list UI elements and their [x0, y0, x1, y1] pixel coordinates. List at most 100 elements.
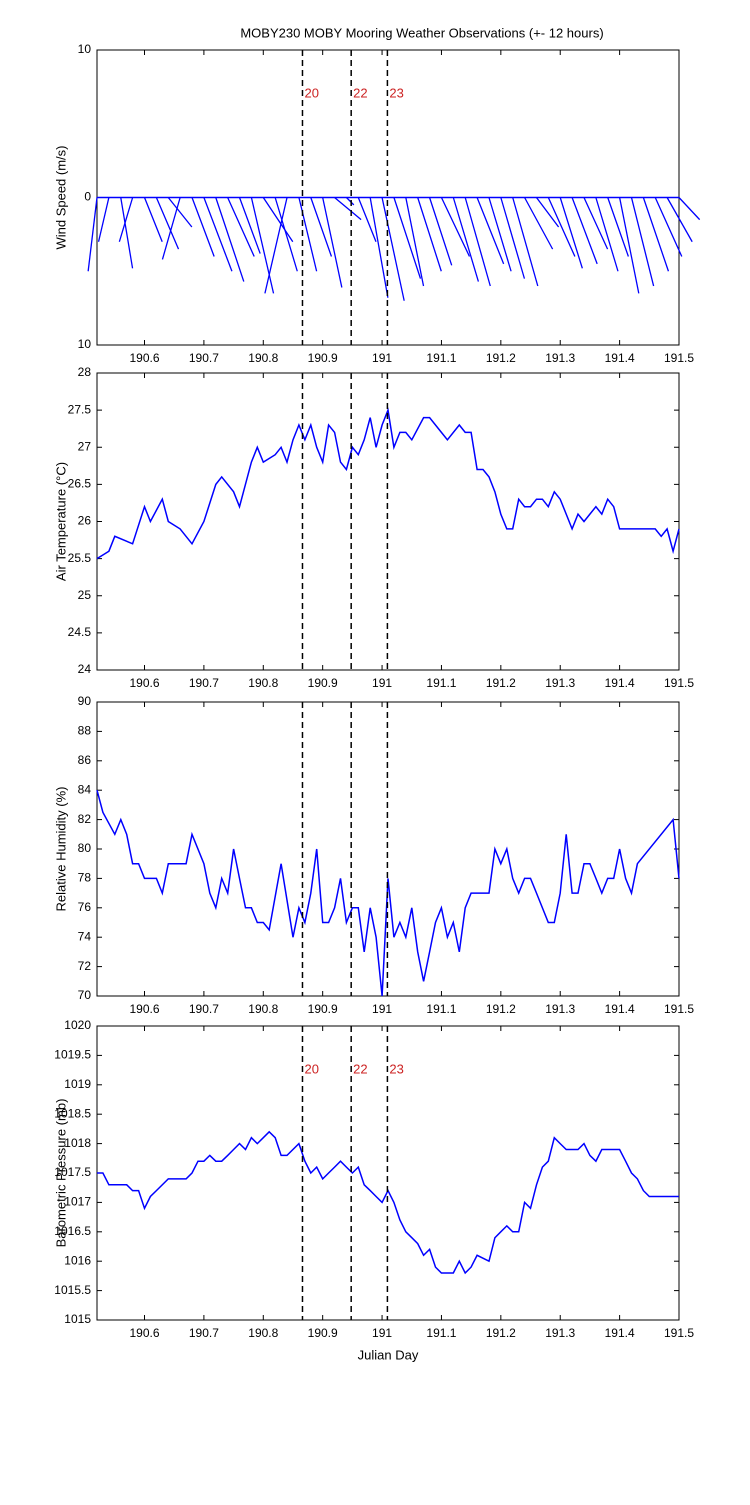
x-tick-label: 191.5 [664, 1002, 694, 1016]
y-tick-label: 86 [78, 753, 92, 767]
plot-area [96, 372, 680, 671]
wind-stick [654, 197, 683, 257]
wind-stick [524, 197, 554, 250]
wind-stick [238, 197, 261, 254]
x-axis-label: Julian Day [358, 1347, 419, 1362]
data-line [97, 1130, 679, 1275]
x-tick-label: 191 [372, 1002, 392, 1016]
wind-stick [405, 197, 425, 287]
y-tick-label: 26 [78, 514, 92, 528]
x-tick-label: 191.2 [486, 1326, 516, 1340]
wind-stick [547, 197, 576, 257]
wind-stick [428, 197, 453, 266]
x-tick-label: 191.1 [426, 676, 456, 690]
y-tick-label: 84 [78, 782, 92, 796]
wind-stick [512, 197, 539, 287]
wind-stick [666, 197, 693, 243]
x-tick-label: 191 [372, 1326, 392, 1340]
wind-stick [215, 197, 245, 282]
x-tick-label: 191 [372, 351, 392, 365]
y-tick-label: 1018 [64, 1136, 91, 1150]
y-tick-label: 1016 [64, 1253, 91, 1267]
y-tick-label: 24.5 [68, 625, 92, 639]
y-tick-label: 1017.5 [54, 1165, 91, 1179]
event-label: 20 [304, 1061, 318, 1076]
x-tick-label: 190.7 [189, 351, 219, 365]
x-tick-label: 190.8 [248, 1002, 278, 1016]
y-tick-label: 76 [78, 900, 92, 914]
wind-stick [191, 197, 215, 257]
wind-stick [381, 197, 405, 301]
y-tick-label: 80 [78, 841, 92, 855]
data-line [96, 407, 680, 560]
wind-stick [488, 197, 512, 272]
chart-title: MOBY230 MOBY Mooring Weather Observation… [240, 25, 603, 40]
y-tick-label: 82 [78, 812, 92, 826]
wind-stick [250, 197, 275, 294]
x-tick-label: 190.6 [129, 1002, 159, 1016]
data-line [96, 790, 680, 997]
wind-stick [500, 197, 526, 279]
x-tick-label: 190.9 [308, 351, 338, 365]
y-tick-label: 1018.5 [54, 1106, 91, 1120]
y-tick-label: 78 [78, 871, 92, 885]
y-tick-label: 27 [78, 439, 92, 453]
wind-stick [264, 197, 288, 294]
wind-stick [607, 197, 629, 257]
y-tick-label: 90 [78, 694, 92, 708]
wind-stick [167, 197, 193, 228]
x-tick-label: 191.4 [605, 676, 635, 690]
wind-stick [161, 197, 181, 260]
y-tick-label: 25 [78, 588, 92, 602]
y-tick-label: 1019.5 [54, 1048, 91, 1062]
wind-stick [262, 197, 294, 243]
x-tick-label: 191.5 [664, 1326, 694, 1340]
y-tick-label: 1015.5 [54, 1283, 91, 1297]
wind-stick [203, 197, 233, 272]
x-tick-label: 191.2 [486, 1002, 516, 1016]
y-tick-label: 1017 [64, 1195, 91, 1209]
wind-stick [583, 197, 609, 250]
wind-stick [393, 197, 422, 279]
y-tick-label: 1020 [64, 1018, 91, 1032]
wind-stick [417, 197, 442, 272]
wind-stick [369, 197, 389, 298]
y-tick-label: 72 [78, 959, 92, 973]
y-tick-label: 24 [78, 662, 92, 676]
wind-stick [274, 197, 298, 272]
x-tick-label: 191.5 [664, 351, 694, 365]
x-tick-label: 190.9 [308, 1002, 338, 1016]
y-tick-label: 10 [78, 337, 92, 351]
x-tick-label: 191.3 [545, 1326, 575, 1340]
x-tick-label: 191.4 [605, 1002, 635, 1016]
wind-stick [618, 197, 640, 294]
y-axis-label: Wind Speed (m/s) [53, 145, 68, 249]
wind-stick [322, 197, 343, 288]
y-axis-label: Barometric Pressure (mb) [53, 1099, 68, 1248]
x-tick-label: 191.3 [545, 1002, 575, 1016]
wind-stick [97, 197, 110, 242]
y-tick-label: 25.5 [68, 551, 92, 565]
x-tick-label: 190.6 [129, 1326, 159, 1340]
wind-stick [535, 197, 560, 228]
wind-stick [559, 197, 583, 269]
x-tick-label: 190.8 [248, 351, 278, 365]
event-label: 23 [389, 85, 403, 100]
x-tick-label: 191.3 [545, 351, 575, 365]
wind-stick [118, 197, 134, 242]
x-tick-label: 190.7 [189, 676, 219, 690]
x-tick-label: 191.1 [426, 1002, 456, 1016]
wind-stick [334, 197, 362, 221]
y-tick-label: 0 [84, 190, 91, 204]
wind-stick [452, 197, 480, 282]
y-tick-label: 70 [78, 988, 92, 1002]
x-tick-label: 191.4 [605, 351, 635, 365]
y-tick-label: 74 [78, 929, 92, 943]
x-tick-label: 190.7 [189, 1326, 219, 1340]
wind-stick [357, 197, 377, 242]
wind-stick [476, 197, 505, 265]
x-tick-label: 191.2 [486, 351, 516, 365]
x-tick-label: 191.1 [426, 351, 456, 365]
y-tick-label: 1016.5 [54, 1224, 91, 1238]
